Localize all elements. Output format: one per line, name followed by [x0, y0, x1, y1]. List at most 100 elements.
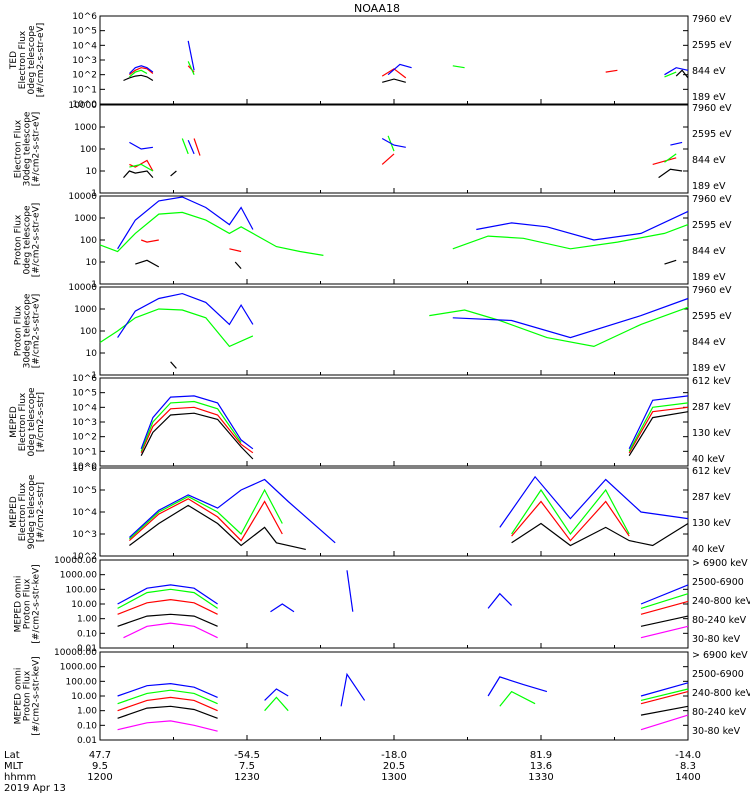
y-tick-label: 1000 — [74, 305, 97, 315]
series-line-287-kev — [128, 498, 283, 542]
series-line-130-kev — [511, 488, 630, 536]
series-line-844-ev — [664, 153, 677, 163]
legend-entry: 844 eV — [692, 337, 726, 348]
series-line-130-kev — [628, 402, 689, 452]
series-line-30-80-kev — [340, 672, 366, 707]
legend-entry: > 6900 keV — [692, 558, 748, 569]
series-line-7960-ev — [123, 170, 154, 178]
y-axis-label: Electron Flux — [18, 30, 28, 89]
y-tick-label: 100 — [80, 327, 97, 337]
series-line-844-ev — [452, 65, 465, 69]
panel-2: 1 10 100 1000 10000 Electron Flux 30deg telesc… — [14, 101, 733, 199]
y-tick-label: 10^6 — [72, 374, 97, 384]
series-line-30-80-kev — [346, 570, 354, 612]
series-line-80-240-kev — [264, 696, 289, 712]
y-tick-label: 1 — [91, 280, 97, 290]
y-axis-label: [#/cm2-s-str-keV] — [32, 564, 42, 643]
legend-entry: 130 keV — [692, 518, 731, 529]
series-line-287-kev — [511, 500, 630, 542]
legend-entry: 189 eV — [692, 363, 726, 374]
y-tick-label: 1000 — [74, 123, 97, 133]
y-tick-label: 10^0 — [72, 100, 97, 110]
y-axis-label: [#/cm2-s-str-eV] — [32, 112, 42, 187]
series-line-2595-ev — [229, 248, 242, 253]
series-line-189-ev — [381, 137, 406, 148]
y-axis-label: Proton Flux — [23, 578, 33, 629]
y-tick-label: 10^6 — [72, 12, 97, 22]
series-line-844-ev — [452, 224, 689, 250]
series-line-30-80-kev — [270, 603, 295, 613]
series-line-189-ev — [476, 210, 689, 241]
panel-7: 0.01 0.10 1.00 10.00 100.00 1000.00 10000.00 ME… — [14, 556, 750, 654]
series-line--6900-kev — [640, 625, 689, 639]
series-line-130-kev — [128, 488, 283, 540]
series-line-844-ev — [181, 138, 189, 155]
y-tick-label: 10000.00 — [54, 648, 97, 658]
y-axis-label: MEPED — [9, 496, 19, 528]
series-line--6900-kev — [640, 714, 689, 731]
series-line-80-240-kev — [640, 688, 689, 701]
y-tick-label: 0.10 — [77, 721, 97, 731]
footer-lat-value: 47.7 — [89, 750, 111, 761]
y-tick-label: 100.00 — [66, 677, 98, 687]
footer-hhmm-value: 1300 — [381, 772, 406, 783]
y-axis-label: 30deg telescope — [23, 293, 33, 368]
chart-title: NOAA18 — [354, 2, 400, 15]
footer-date: 2019 Apr 13 — [4, 783, 66, 794]
series-line-80-240-kev — [117, 588, 218, 609]
legend-entry: 240-800 keV — [692, 596, 750, 607]
series-line-2595-ev — [381, 153, 395, 165]
y-tick-label: 10 — [86, 167, 98, 177]
y-tick-label: 10^5 — [72, 486, 97, 496]
legend-entry: 844 eV — [692, 155, 726, 166]
series-line-2595-ev — [129, 67, 154, 76]
y-axis-label: Electron Flux — [18, 392, 28, 451]
y-axis-label: MEPED omni — [14, 668, 24, 725]
series-line-7960-ev — [170, 170, 177, 177]
y-axis-label: 30deg telescope — [23, 111, 33, 186]
y-tick-label: 10^0 — [72, 462, 97, 472]
series-line-240-800-kev — [117, 598, 218, 615]
series-line-189-ev — [117, 292, 254, 338]
series-line-189-ev — [670, 141, 683, 146]
y-tick-label: 10000 — [68, 192, 97, 202]
y-tick-label: 10^5 — [72, 389, 97, 399]
series-line-30-80-kev — [264, 688, 289, 701]
y-tick-label: 1000.00 — [60, 571, 97, 581]
y-axis-label: [#/cm2-s-str] — [36, 482, 46, 542]
series-line-7960-ev — [123, 74, 154, 82]
footer-lat-value: -54.5 — [234, 750, 260, 761]
y-axis-label: 0deg telescope — [27, 387, 37, 457]
y-tick-label: 10^5 — [72, 27, 97, 37]
y-axis-label: MEPED omni — [14, 576, 24, 633]
legend-entry: 189 eV — [692, 92, 726, 103]
footer-mlt-value: 9.5 — [92, 761, 108, 772]
y-tick-label: 10^3 — [72, 418, 97, 428]
series-line-189-ev — [387, 63, 412, 76]
legend-entry: 30-80 keV — [692, 726, 741, 737]
y-axis-label: 0deg telescope — [27, 25, 37, 95]
series-line-7960-ev — [234, 261, 242, 269]
legend-entry: 7960 eV — [692, 103, 732, 114]
legend-entry: 7960 eV — [692, 194, 732, 205]
y-tick-label: 10^4 — [72, 508, 97, 518]
y-axis-label: Proton Flux — [14, 214, 24, 265]
series-line-7960-ev — [658, 168, 683, 179]
y-tick-label: 1000 — [74, 214, 97, 224]
panel-3: 1 10 100 1000 10000 Proton Flux 0deg telescope… — [14, 192, 733, 290]
series-line-40-kev — [628, 395, 689, 450]
series-line-2500-6900 — [117, 705, 218, 719]
series-line-287-kev — [140, 406, 254, 454]
series-line-2595-ev — [140, 239, 159, 243]
legend-entry: 240-800 keV — [692, 688, 750, 699]
series-line-2500-6900 — [117, 613, 218, 627]
footer-mlt-value: 20.5 — [383, 761, 405, 772]
series-line-7960-ev — [382, 78, 406, 83]
y-axis-label: [#/cm2-s-str-eV] — [36, 23, 46, 98]
panel-frame — [99, 467, 689, 557]
series-line-2595-ev — [605, 69, 618, 73]
series-line-844-ev — [129, 69, 148, 78]
y-axis-label: 0deg telescope — [23, 205, 33, 275]
